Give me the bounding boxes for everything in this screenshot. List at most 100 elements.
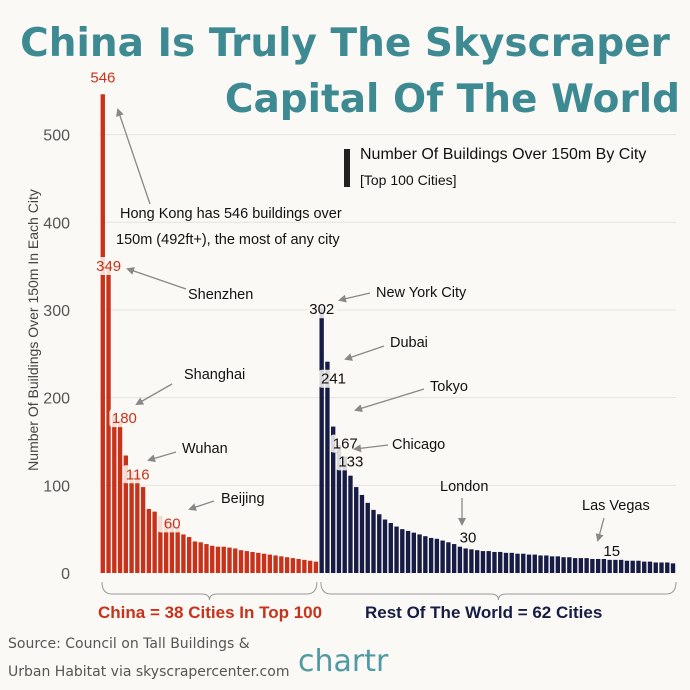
bar <box>434 538 440 573</box>
bar <box>198 542 203 573</box>
bar <box>325 361 330 573</box>
annotations: 546 Hong Kong has 546 buildings over 150m … <box>90 69 649 560</box>
legend-subtitle: [Top 100 Cities] <box>360 172 457 188</box>
bar <box>394 526 399 573</box>
y-axis-label: Number Of Buildings Over 150m In Each Ci… <box>25 189 41 471</box>
bar <box>175 527 180 573</box>
bar <box>279 556 284 573</box>
bar <box>313 561 319 573</box>
y-tick-label: 300 <box>43 303 70 320</box>
city-arrow <box>338 292 371 303</box>
bar <box>480 551 486 573</box>
bar <box>509 552 514 573</box>
bar <box>302 559 307 573</box>
bar <box>417 534 422 573</box>
bar <box>572 558 578 573</box>
city-arrow <box>353 444 389 453</box>
gridlines <box>100 134 676 486</box>
value-label: 349 <box>96 258 121 275</box>
source-line-2: Urban Habitat via skyscrapercenter.com <box>8 664 290 680</box>
bar <box>163 520 169 573</box>
city-label: Las Vegas <box>582 498 650 514</box>
city-arrow <box>354 388 425 413</box>
bar <box>607 559 612 573</box>
bar <box>492 551 497 573</box>
bar <box>642 561 647 573</box>
city-label: Chicago <box>392 437 445 453</box>
city-label: Tokyo <box>430 379 468 395</box>
bar <box>261 553 267 573</box>
callout-text: Hong Kong has 546 buildings over 150m (49… <box>116 206 342 248</box>
bar <box>665 562 670 573</box>
bar <box>152 511 157 573</box>
value-label-bg <box>93 257 124 276</box>
bar <box>428 537 434 573</box>
bar <box>210 545 215 573</box>
bar <box>106 267 111 573</box>
value-label-bg <box>306 300 337 319</box>
bar <box>670 563 676 573</box>
bar <box>359 494 365 573</box>
group-brace <box>320 581 677 601</box>
city-arrow <box>344 345 385 361</box>
bar <box>187 537 192 573</box>
value-label: 133 <box>338 453 363 470</box>
bar <box>503 552 509 573</box>
bar <box>451 544 457 573</box>
bar <box>169 523 175 573</box>
bar <box>256 552 261 573</box>
bar <box>578 558 584 573</box>
bar <box>135 473 140 573</box>
bar <box>112 415 117 573</box>
source-line-1: Source: Council on Tall Buildings & <box>8 636 250 652</box>
bar <box>469 549 474 573</box>
bar <box>158 516 163 573</box>
bar <box>538 555 543 573</box>
bar <box>140 487 146 573</box>
bar <box>382 519 388 573</box>
value-label-bg <box>109 409 140 428</box>
rest-of-world-group-label: Rest Of The World = 62 Cities <box>365 603 603 622</box>
bar <box>590 558 595 573</box>
bar <box>181 534 186 573</box>
bar <box>146 508 152 573</box>
value-label: 116 <box>126 466 150 483</box>
bar <box>463 548 468 573</box>
bar <box>411 532 416 573</box>
bar <box>498 551 503 573</box>
bar <box>584 558 589 573</box>
bar <box>204 544 209 573</box>
bar <box>659 562 664 573</box>
bar <box>561 557 566 573</box>
bar <box>377 514 382 573</box>
bar <box>601 558 607 573</box>
value-label: 180 <box>112 410 137 427</box>
value-label: 167 <box>333 436 358 453</box>
bar <box>400 529 405 573</box>
bar <box>371 509 376 573</box>
bar <box>595 558 601 573</box>
bar <box>486 551 491 573</box>
city-arrow <box>595 517 605 542</box>
city-label: Wuhan <box>182 441 228 457</box>
city-label: Dubai <box>390 335 428 351</box>
bar <box>567 557 572 573</box>
y-tick-label: 400 <box>43 215 70 232</box>
bar <box>244 551 249 573</box>
city-arrow <box>126 267 187 290</box>
brand-logo: chartr <box>298 644 389 679</box>
y-tick-label: 0 <box>61 566 70 583</box>
bar <box>192 541 198 573</box>
bar <box>647 561 653 573</box>
value-label-bg <box>157 514 188 533</box>
callout-line: 150m (492ft+), the most of any city <box>116 232 340 248</box>
group-braces <box>101 581 677 601</box>
bar <box>250 551 255 573</box>
bar <box>613 559 618 573</box>
bar <box>440 540 445 573</box>
bar <box>348 475 353 573</box>
bar <box>100 94 105 574</box>
bar <box>296 558 301 573</box>
city-arrow <box>188 500 215 511</box>
